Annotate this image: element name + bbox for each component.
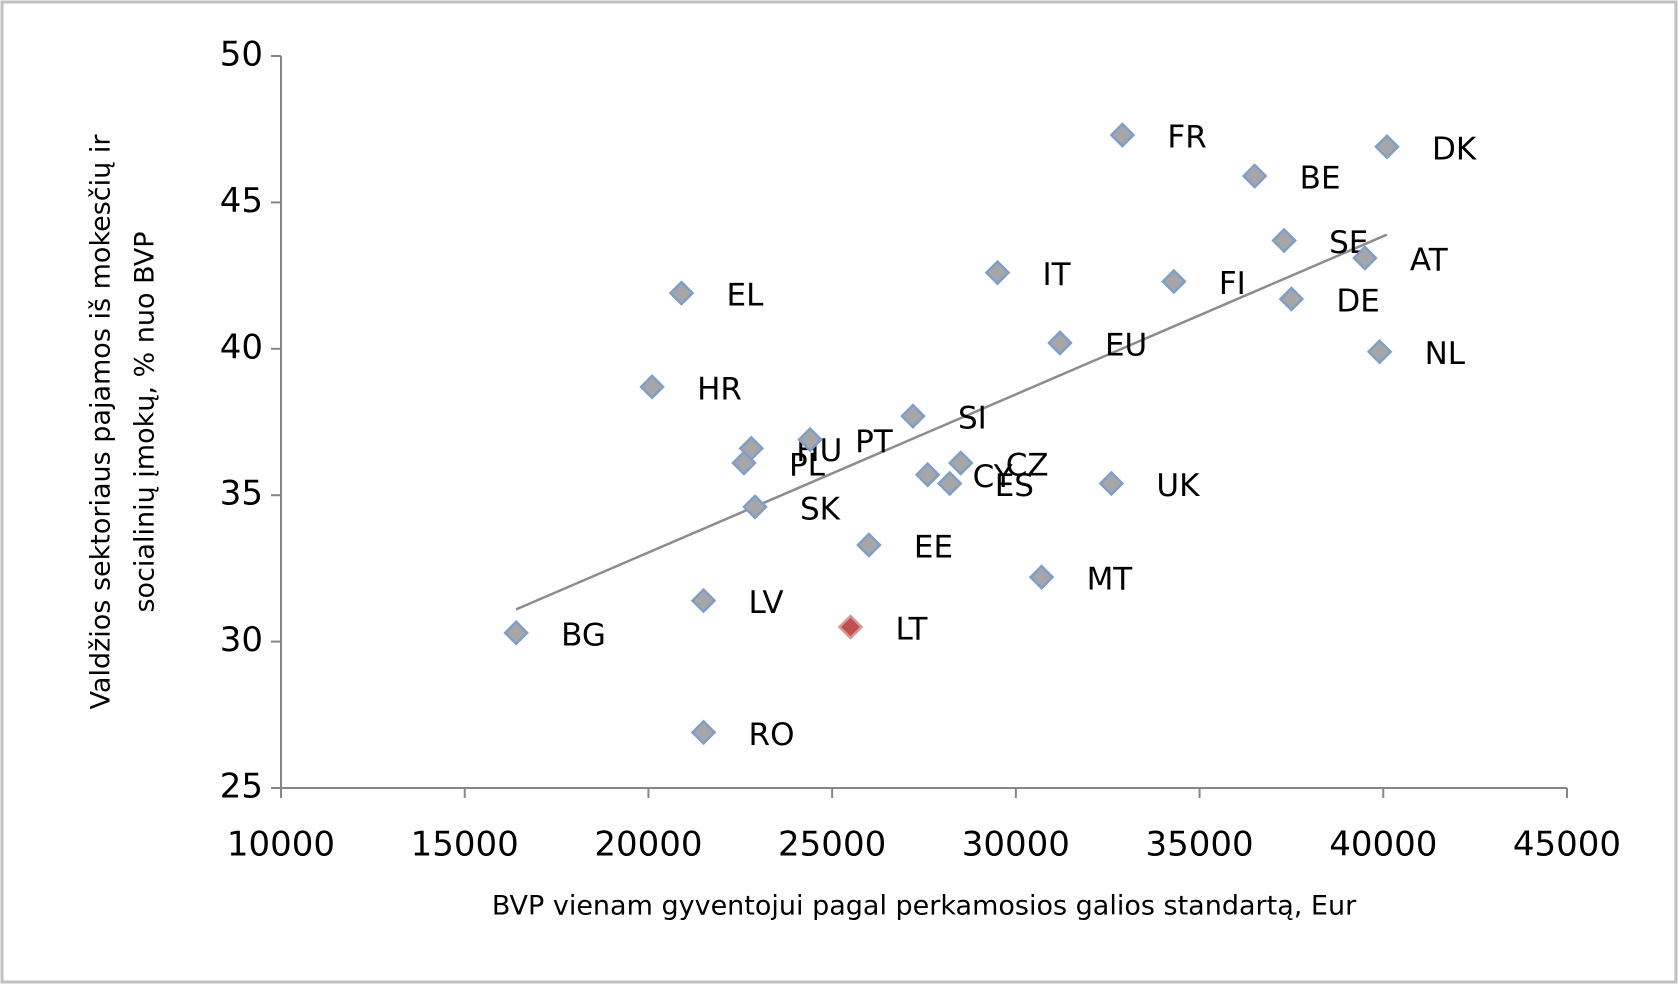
data-point (1098, 470, 1125, 497)
data-point (690, 587, 717, 614)
data-point (1109, 122, 1136, 148)
data-point (1352, 245, 1378, 271)
data-point (668, 280, 695, 306)
data-point (503, 620, 529, 646)
point-label: RO (749, 717, 795, 753)
data-point (936, 470, 963, 497)
point-label: AT (1410, 243, 1449, 279)
data-point (690, 719, 717, 746)
y-tick-label: 40 (220, 327, 263, 367)
trendline (515, 233, 1388, 611)
data-point (1374, 134, 1400, 160)
x-tick-label: 20000 (594, 825, 702, 865)
point-label: HR (697, 371, 742, 407)
data-point (1271, 227, 1297, 254)
y-axis-label: socialinių įmokų, % nuo BVP (130, 231, 161, 612)
data-point (1241, 163, 1268, 189)
point-label: FI (1219, 266, 1246, 302)
data-point (914, 461, 941, 488)
y-tick-label: 25 (220, 767, 263, 807)
data-point (900, 403, 926, 429)
data-point (1278, 286, 1305, 312)
x-tick-label: 40000 (1329, 825, 1437, 865)
point-label: LT (896, 611, 929, 647)
point-label: EL (726, 278, 764, 314)
point-label: LV (749, 585, 784, 621)
point-label: ES (995, 468, 1034, 504)
point-label: DK (1432, 131, 1477, 167)
point-label: BG (561, 617, 606, 653)
data-point (742, 494, 768, 520)
point-label: PL (789, 447, 826, 483)
point-label: IT (1042, 257, 1071, 293)
data-point (947, 450, 974, 476)
data-point (639, 374, 665, 400)
data-point (837, 614, 864, 640)
y-tick-label: 45 (220, 181, 263, 221)
data-point (984, 259, 1011, 286)
point-label: PT (855, 424, 894, 460)
point-label: MT (1087, 562, 1134, 598)
y-tick-label: 50 (220, 35, 263, 75)
x-tick-label: 25000 (778, 825, 886, 865)
data-point (856, 532, 882, 558)
point-label: CY (973, 459, 1013, 495)
x-tick-label: 35000 (1145, 825, 1253, 865)
point-label: NL (1425, 336, 1466, 372)
x-tick-label: 30000 (962, 825, 1070, 865)
point-label: EU (1105, 327, 1147, 363)
data-point (1161, 268, 1187, 295)
x-tick-label: 45000 (1513, 825, 1621, 865)
point-label: EE (914, 529, 953, 565)
point-label: SK (800, 491, 841, 527)
x-axis-label: BVP vienam gyventojui pagal perkamosios … (492, 891, 1357, 922)
y-tick-label: 30 (220, 620, 263, 660)
point-label: DE (1336, 284, 1379, 320)
point-label: FR (1167, 120, 1206, 156)
data-point (1047, 330, 1073, 356)
point-label: SI (958, 401, 987, 437)
data-point (1366, 338, 1393, 365)
y-axis-label: Valdžios sektoriaus pajamos iš mokesčių … (86, 134, 117, 710)
point-label: UK (1156, 468, 1200, 504)
data-point (1028, 564, 1055, 590)
y-tick-label: 35 (220, 474, 263, 514)
data-point (731, 450, 757, 476)
x-tick-label: 10000 (227, 825, 335, 865)
point-label: BE (1300, 161, 1341, 197)
point-label: CZ (1006, 447, 1049, 483)
data-point (797, 426, 823, 453)
x-tick-label: 15000 (411, 825, 519, 865)
